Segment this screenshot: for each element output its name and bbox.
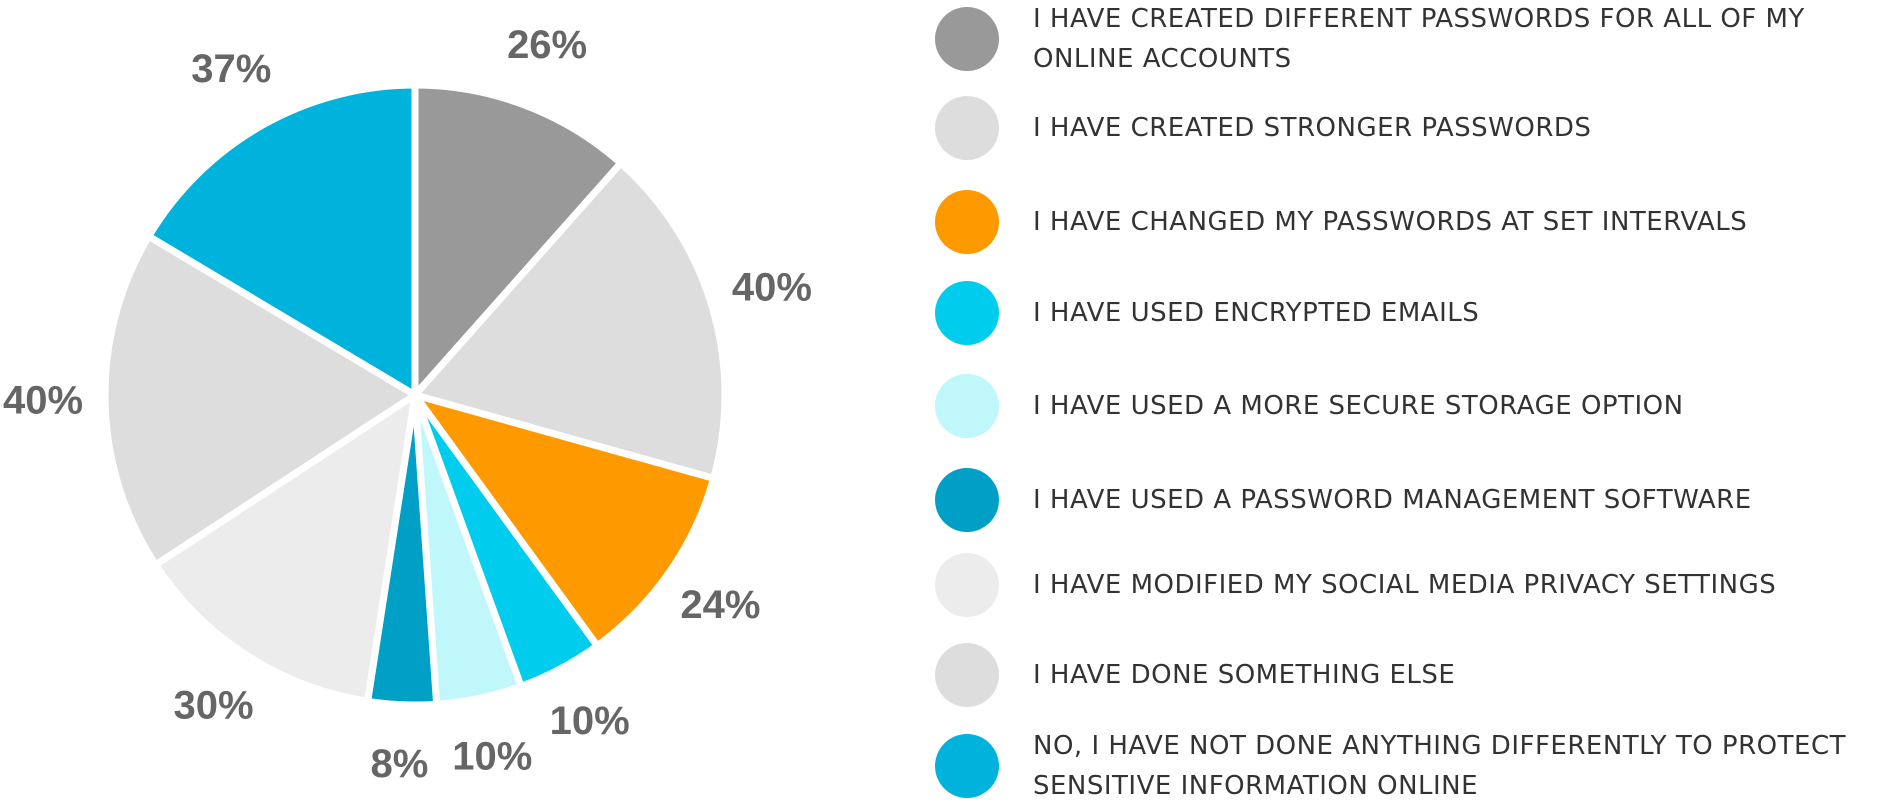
- slice-label: 40%: [732, 266, 812, 310]
- legend-swatch: [935, 190, 999, 254]
- legend-label: I have used a more secure storage option: [1033, 391, 1684, 421]
- legend-item: I have changed my passwords at set inter…: [935, 190, 1895, 254]
- slice-label: 10%: [452, 734, 532, 778]
- slice-label: 26%: [507, 23, 587, 67]
- legend-item: I have done something else: [935, 643, 1895, 707]
- legend-item: No, I have not done anything differently…: [935, 726, 1895, 806]
- pie-slice: [143, 81, 419, 402]
- pie-slice: [150, 387, 420, 706]
- legend-label: I have used a password management softwa…: [1033, 485, 1752, 515]
- legend-swatch: [935, 553, 999, 617]
- legend-label: I have created different passwords for a…: [1033, 4, 1805, 74]
- legend-label: I have used encrypted emails: [1033, 298, 1480, 328]
- slice-label: 10%: [550, 699, 630, 743]
- legend-item: I have created different passwords for a…: [935, 0, 1895, 79]
- legend-swatch: [935, 281, 999, 345]
- pie-slice: [411, 81, 626, 405]
- legend-label: I have modified my social media privacy …: [1033, 570, 1777, 600]
- legend-swatch: [935, 7, 999, 71]
- legend-label: I have created stronger passwords: [1033, 113, 1592, 143]
- legend-item: I have used a password management softwa…: [935, 468, 1895, 532]
- pie-chart: 26% 40% 24% 10% 10% 8% 30% 40% 37%: [3, 23, 812, 786]
- pie-slice: [408, 158, 729, 483]
- legend-swatch: [935, 468, 999, 532]
- legend-item: I have modified my social media privacy …: [935, 553, 1895, 617]
- pie-slice: [406, 388, 718, 651]
- legend-item: I have created stronger passwords: [935, 96, 1895, 160]
- slice-label: 40%: [3, 378, 83, 422]
- legend-label: I have changed my passwords at set inter…: [1033, 207, 1748, 237]
- legend-swatch: [935, 734, 999, 798]
- slice-label: 30%: [173, 683, 253, 727]
- slice-label: 24%: [680, 583, 760, 627]
- legend-item: I have used a more secure storage option: [935, 374, 1895, 438]
- legend-item: I have used encrypted emails: [935, 281, 1895, 345]
- legend-label: I have done something else: [1033, 660, 1456, 690]
- pie-slice: [101, 231, 422, 570]
- slice-label: 37%: [191, 47, 271, 91]
- legend-swatch: [935, 643, 999, 707]
- slice-label: 8%: [371, 742, 429, 786]
- legend-swatch: [935, 96, 999, 160]
- legend-swatch: [935, 374, 999, 438]
- legend-label: No, I have not done anything differently…: [1033, 731, 1846, 801]
